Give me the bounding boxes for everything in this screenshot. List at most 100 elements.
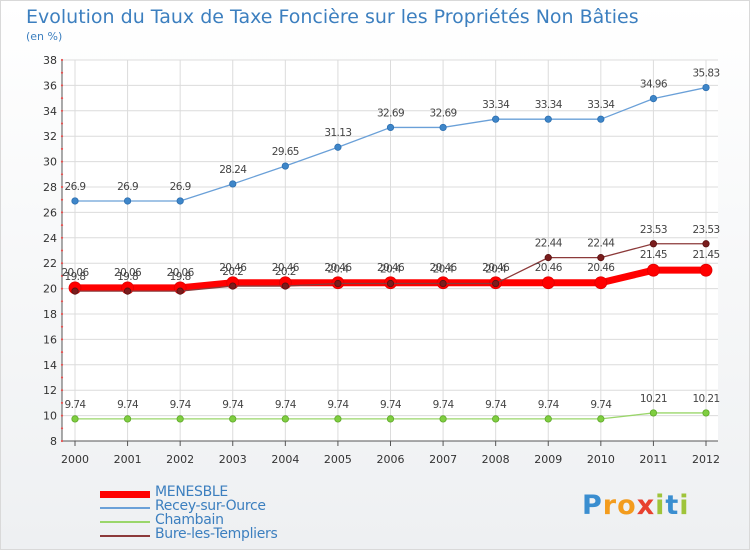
- y-minor-tick: [60, 211, 64, 214]
- data-point-bure-les-templiers: [702, 240, 710, 248]
- x-tick-label: 2012: [692, 453, 720, 466]
- data-label-menesble: 21.45: [692, 249, 719, 261]
- data-label-menesble: 20.06: [114, 267, 142, 279]
- y-tick-label: 14: [43, 359, 57, 372]
- y-minor-tick: [60, 147, 64, 150]
- legend-item-recey-sur-ource: Recey-sur-Ource: [100, 498, 400, 514]
- legend-label: Bure-les-Templiers: [155, 526, 278, 542]
- legend-label: Chambain: [155, 512, 224, 528]
- y-minor-tick: [60, 97, 64, 100]
- y-tick-label: 34: [43, 105, 57, 118]
- y-minor-tick: [60, 173, 64, 176]
- data-label-bure-les-templiers: 20.4: [380, 264, 402, 276]
- data-label-recey-sur-ource: 33.34: [587, 99, 615, 111]
- y-minor-tick: [60, 185, 64, 189]
- data-point-recey-sur-ource: [597, 115, 605, 123]
- data-label-menesble: 20.46: [377, 262, 405, 274]
- y-tick-label: 26: [43, 206, 57, 219]
- legend-swatch: [100, 535, 150, 537]
- y-tick-label: 12: [43, 384, 57, 397]
- data-point-chambain: [123, 415, 132, 423]
- data-label-menesble: 20.06: [167, 267, 195, 279]
- data-label-menesble: 20.46: [535, 262, 563, 274]
- unit-label: (en %): [26, 30, 63, 43]
- x-tick-label: 2004: [271, 453, 299, 466]
- x-tick-label: 2000: [61, 453, 89, 466]
- x-tick-label: 2003: [219, 453, 247, 466]
- data-point-chambain: [71, 415, 79, 423]
- y-minor-tick: [60, 122, 64, 125]
- y-tick-label: 22: [43, 257, 57, 270]
- x-tick-label: 2005: [324, 453, 352, 466]
- data-point-chambain: [492, 415, 500, 423]
- logo-letter: x: [636, 490, 656, 521]
- y-minor-tick: [60, 439, 64, 443]
- data-point-recey-sur-ource: [492, 115, 500, 123]
- logo-letter: r: [602, 490, 618, 521]
- data-point-chambain: [281, 415, 289, 423]
- data-label-recey-sur-ource: 26.9: [170, 181, 191, 193]
- logo-letter: t: [665, 490, 680, 521]
- x-tick-label: 2008: [482, 453, 510, 466]
- y-minor-tick: [60, 338, 64, 341]
- legend-item-bure-les-templiers: Bure-les-Templiers: [100, 526, 400, 542]
- legend-swatch: [100, 507, 150, 509]
- data-point-bure-les-templiers: [439, 279, 447, 288]
- data-point-bure-les-templiers: [176, 287, 184, 295]
- y-minor-tick: [60, 389, 64, 392]
- y-minor-tick: [60, 236, 64, 239]
- data-label-bure-les-templiers: 22.44: [587, 238, 615, 250]
- y-minor-tick: [60, 109, 64, 112]
- data-label-recey-sur-ource: 29.65: [272, 146, 299, 158]
- data-label-bure-les-templiers: 22.44: [535, 238, 563, 250]
- x-tick-label: 2007: [429, 453, 457, 466]
- data-point-chambain: [229, 415, 237, 423]
- data-point-bure-les-templiers: [71, 287, 79, 295]
- data-point-recey-sur-ource: [281, 162, 289, 170]
- data-label-menesble: 20.06: [61, 267, 89, 279]
- data-label-chambain: 10.21: [692, 393, 719, 405]
- chart-title: Evolution du Taux de Taxe Foncière sur l…: [26, 6, 639, 28]
- data-label-bure-les-templiers: 23.53: [640, 224, 667, 236]
- data-point-recey-sur-ource: [649, 95, 658, 103]
- y-minor-tick: [60, 249, 64, 252]
- data-label-bure-les-templiers: 20.2: [275, 266, 296, 278]
- data-label-chambain: 9.74: [380, 399, 402, 411]
- data-label-chambain: 9.74: [590, 399, 612, 411]
- data-point-bure-les-templiers: [229, 282, 237, 290]
- y-tick-label: 30: [43, 156, 57, 169]
- data-label-recey-sur-ource: 33.34: [482, 99, 510, 111]
- data-label-bure-les-templiers: 20.4: [485, 264, 507, 276]
- data-label-chambain: 9.74: [538, 399, 560, 411]
- y-minor-tick: [60, 287, 64, 290]
- data-point-recey-sur-ource: [176, 197, 184, 205]
- data-point-recey-sur-ource: [334, 143, 342, 151]
- legend-label: MENESBLE: [155, 484, 228, 500]
- y-minor-tick: [60, 198, 64, 201]
- data-label-recey-sur-ource: 31.13: [324, 127, 351, 139]
- data-point-bure-les-templiers: [386, 279, 395, 288]
- data-point-recey-sur-ource: [71, 197, 79, 205]
- x-tick-label: 2006: [377, 453, 405, 466]
- data-point-chambain: [544, 415, 552, 423]
- data-point-bure-les-templiers: [334, 279, 342, 288]
- data-label-recey-sur-ource: 34.96: [640, 79, 668, 91]
- y-minor-tick: [60, 376, 64, 379]
- y-minor-tick: [60, 160, 64, 163]
- data-point-bure-les-templiers: [544, 254, 552, 262]
- data-label-menesble: 20.46: [219, 262, 247, 274]
- data-label-bure-les-templiers: 20.2: [222, 266, 243, 278]
- data-point-recey-sur-ource: [544, 115, 552, 123]
- y-tick-label: 20: [43, 283, 57, 296]
- data-label-recey-sur-ource: 26.9: [65, 181, 86, 193]
- data-point-chambain: [439, 415, 447, 423]
- data-label-chambain: 9.74: [485, 399, 507, 411]
- logo-letter: o: [617, 490, 637, 521]
- y-minor-tick: [60, 262, 64, 265]
- data-label-bure-les-templiers: 20.4: [433, 264, 455, 276]
- y-tick-label: 28: [43, 181, 57, 194]
- logo-letter: P: [582, 490, 603, 521]
- y-minor-tick: [60, 312, 64, 316]
- y-minor-tick: [60, 325, 64, 328]
